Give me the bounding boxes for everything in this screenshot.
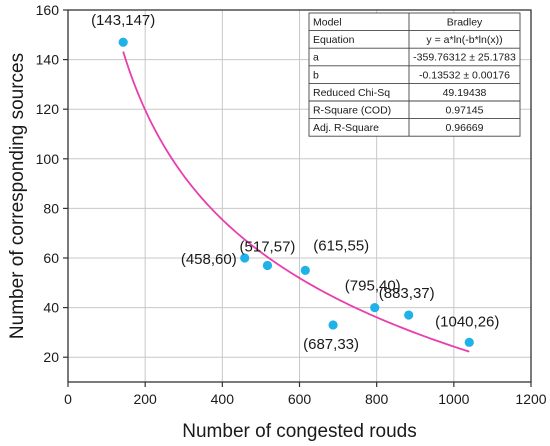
y-tick-label: 160 — [36, 2, 60, 18]
point-label: (517,57) — [240, 238, 296, 255]
x-tick-label: 1000 — [438, 391, 469, 407]
stats-value: y = a*ln(-b*ln(x)) — [426, 34, 502, 46]
stats-label: b — [313, 69, 319, 81]
point-labels: (143,147) (458,60)(517,57) (615,55) (687,33… — [91, 12, 499, 353]
data-point — [118, 37, 128, 47]
data-point — [240, 253, 250, 263]
data-point — [370, 303, 380, 313]
data-points — [118, 37, 474, 347]
y-tick-label: 120 — [36, 101, 60, 117]
x-tick-label: 200 — [133, 391, 157, 407]
x-tick-label: 0 — [64, 391, 72, 407]
y-tick-label: 20 — [43, 349, 59, 365]
y-tick-label: 100 — [36, 151, 60, 167]
y-tick-label: 40 — [43, 300, 59, 316]
axis-ticks: 0 200 400 600 800 1000 1200 20 40 60 80 100 120 140 16… — [36, 2, 547, 407]
stats-table-border — [308, 12, 521, 137]
x-tick-label: 800 — [365, 391, 389, 407]
x-tick-label: 1200 — [515, 391, 546, 407]
data-point — [404, 310, 414, 320]
x-tick-label: 400 — [211, 391, 235, 407]
point-label: (615,55) — [313, 237, 369, 254]
stats-value: 0.96669 — [446, 122, 484, 134]
data-point — [328, 320, 338, 330]
data-point — [300, 265, 310, 275]
stats-label: R-Square (COD) — [313, 105, 391, 117]
stats-value: 49.19438 — [443, 87, 487, 99]
y-tick-label: 140 — [36, 52, 60, 68]
x-tick-label: 600 — [288, 391, 312, 407]
data-point — [262, 260, 273, 271]
x-axis-title: Number of congested rouds — [182, 421, 416, 442]
point-label: (458,60) — [181, 251, 237, 268]
point-label: (883,37) — [379, 285, 435, 302]
fit-curve — [122, 51, 470, 353]
stats-label: Reduced Chi-Sq — [313, 87, 390, 99]
point-label: (143,147) — [91, 12, 155, 29]
stats-label: Adj. R-Square — [313, 122, 379, 134]
stats-value: -359.76312 ± 25.1783 — [413, 52, 516, 64]
stats-label: a — [313, 52, 319, 64]
stats-value: 0.97145 — [446, 105, 484, 117]
stats-value: Bradley — [447, 17, 483, 29]
data-point — [464, 337, 474, 347]
stats-label: Model — [313, 17, 342, 29]
point-label: (687,33) — [303, 336, 359, 353]
fit-stats-table: Model Bradley Equation y = a*ln(-b*ln(x)) a -… — [308, 12, 521, 137]
stats-label: Equation — [313, 34, 355, 46]
fit-curve-group — [122, 51, 470, 353]
point-label: (795,40) — [345, 278, 401, 295]
y-tick-label: 80 — [43, 200, 59, 216]
y-axis-title: Number of corresponding sources — [7, 53, 28, 339]
stats-value: -0.13532 ± 0.00176 — [419, 69, 510, 81]
y-tick-label: 60 — [43, 250, 59, 266]
point-label: (1040,26) — [435, 313, 499, 330]
